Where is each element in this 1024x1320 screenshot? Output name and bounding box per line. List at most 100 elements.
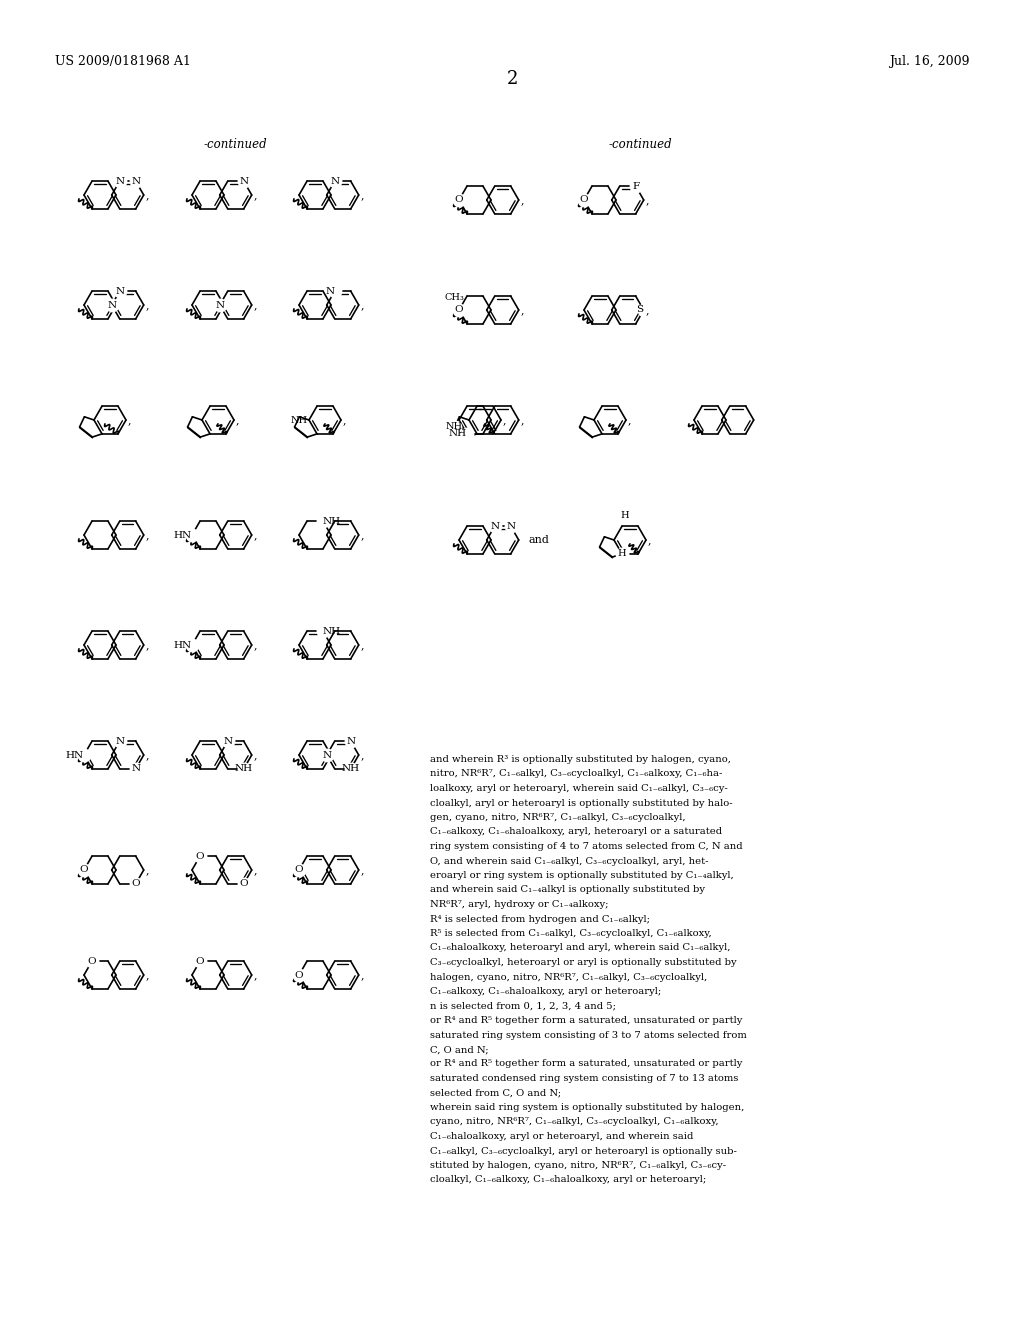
Text: C, O and N;: C, O and N; <box>430 1045 488 1053</box>
Text: ,: , <box>503 414 507 425</box>
Text: S: S <box>637 305 644 314</box>
Text: halogen, cyano, nitro, NR⁶R⁷, C₁₋₆alkyl, C₃₋₆cycloalkyl,: halogen, cyano, nitro, NR⁶R⁷, C₁₋₆alkyl,… <box>430 973 708 982</box>
Text: nitro, NR⁶R⁷, C₁₋₆alkyl, C₃₋₆cycloalkyl, C₁₋₆alkoxy, C₁₋₆ha-: nitro, NR⁶R⁷, C₁₋₆alkyl, C₃₋₆cycloalkyl,… <box>430 770 722 779</box>
Text: or R⁴ and R⁵ together form a saturated, unsaturated or partly: or R⁴ and R⁵ together form a saturated, … <box>430 1060 742 1068</box>
Text: ,: , <box>145 190 150 201</box>
Text: ,: , <box>360 640 365 649</box>
Text: N: N <box>115 177 124 186</box>
Text: NH: NH <box>446 422 463 432</box>
Text: ,: , <box>343 414 346 425</box>
Text: eroaryl or ring system is optionally substituted by C₁₋₄alkyl,: eroaryl or ring system is optionally sub… <box>430 871 734 880</box>
Text: O: O <box>196 957 205 966</box>
Text: N: N <box>490 521 500 531</box>
Text: H: H <box>617 549 627 558</box>
Text: ,: , <box>254 970 257 979</box>
Text: ,: , <box>628 414 632 425</box>
Text: ,: , <box>254 640 257 649</box>
Text: ,: , <box>145 531 150 540</box>
Text: NH: NH <box>323 627 341 636</box>
Text: HN: HN <box>174 531 193 540</box>
Text: O: O <box>455 305 463 314</box>
Text: N: N <box>131 764 140 774</box>
Text: HN: HN <box>174 640 193 649</box>
Text: HN: HN <box>66 751 84 759</box>
Text: ,: , <box>360 190 365 201</box>
Text: ,: , <box>254 300 257 310</box>
Text: C₁₋₆alkoxy, C₁₋₆haloalkoxy, aryl or heteroaryl;: C₁₋₆alkoxy, C₁₋₆haloalkoxy, aryl or hete… <box>430 987 662 997</box>
Text: N: N <box>223 737 232 746</box>
Text: ,: , <box>236 414 240 425</box>
Text: CH₃: CH₃ <box>444 293 464 302</box>
Text: O: O <box>295 970 303 979</box>
Text: n is selected from 0, 1, 2, 3, 4 and 5;: n is selected from 0, 1, 2, 3, 4 and 5; <box>430 1002 616 1011</box>
Text: and wherein said C₁₋₄alkyl is optionally substituted by: and wherein said C₁₋₄alkyl is optionally… <box>430 886 705 895</box>
Text: O: O <box>580 195 589 205</box>
Text: ,: , <box>254 865 257 875</box>
Text: C₁₋₆alkyl, C₃₋₆cycloalkyl, aryl or heteroaryl is optionally sub-: C₁₋₆alkyl, C₃₋₆cycloalkyl, aryl or heter… <box>430 1147 737 1155</box>
Text: cloalkyl, aryl or heteroaryl is optionally substituted by halo-: cloalkyl, aryl or heteroaryl is optional… <box>430 799 732 808</box>
Text: O: O <box>196 851 205 861</box>
Text: C₃₋₆cycloalkyl, heteroaryl or aryl is optionally substituted by: C₃₋₆cycloalkyl, heteroaryl or aryl is op… <box>430 958 736 968</box>
Text: O: O <box>295 866 303 874</box>
Text: ,: , <box>521 305 524 315</box>
Text: ,: , <box>521 195 524 205</box>
Text: C₁₋₆alkoxy, C₁₋₆haloalkoxy, aryl, heteroaryl or a saturated: C₁₋₆alkoxy, C₁₋₆haloalkoxy, aryl, hetero… <box>430 828 722 837</box>
Text: N: N <box>240 177 248 186</box>
Text: NH: NH <box>291 416 308 425</box>
Text: N: N <box>330 177 339 186</box>
Text: N: N <box>323 751 332 759</box>
Text: wherein said ring system is optionally substituted by halogen,: wherein said ring system is optionally s… <box>430 1104 744 1111</box>
Text: O, and wherein said C₁₋₆alkyl, C₃₋₆cycloalkyl, aryl, het-: O, and wherein said C₁₋₆alkyl, C₃₋₆cyclo… <box>430 857 709 866</box>
Text: N: N <box>131 177 140 186</box>
Text: saturated ring system consisting of 3 to 7 atoms selected from: saturated ring system consisting of 3 to… <box>430 1031 746 1040</box>
Text: cyano, nitro, NR⁶R⁷, C₁₋₆alkyl, C₃₋₆cycloalkyl, C₁₋₆alkoxy,: cyano, nitro, NR⁶R⁷, C₁₋₆alkyl, C₃₋₆cycl… <box>430 1118 719 1126</box>
Text: gen, cyano, nitro, NR⁶R⁷, C₁₋₆alkyl, C₃₋₆cycloalkyl,: gen, cyano, nitro, NR⁶R⁷, C₁₋₆alkyl, C₃₋… <box>430 813 686 822</box>
Text: N: N <box>115 286 124 296</box>
Text: N: N <box>115 737 124 746</box>
Text: ,: , <box>360 300 365 310</box>
Text: NH: NH <box>449 429 467 438</box>
Text: NH: NH <box>342 764 359 774</box>
Text: H: H <box>621 511 630 520</box>
Text: O: O <box>131 879 140 888</box>
Text: N: N <box>506 521 515 531</box>
Text: NR⁶R⁷, aryl, hydroxy or C₁₋₄alkoxy;: NR⁶R⁷, aryl, hydroxy or C₁₋₄alkoxy; <box>430 900 608 909</box>
Text: ,: , <box>145 300 150 310</box>
Text: C₁₋₆haloalkoxy, heteroaryl and aryl, wherein said C₁₋₆alkyl,: C₁₋₆haloalkoxy, heteroaryl and aryl, whe… <box>430 944 730 953</box>
Text: selected from C, O and N;: selected from C, O and N; <box>430 1089 561 1097</box>
Text: ,: , <box>254 531 257 540</box>
Text: ,: , <box>254 750 257 760</box>
Text: ,: , <box>646 195 649 205</box>
Text: ,: , <box>648 535 651 545</box>
Text: F: F <box>632 182 639 190</box>
Text: Jul. 16, 2009: Jul. 16, 2009 <box>890 55 970 69</box>
Text: R⁵ is selected from C₁₋₆alkyl, C₃₋₆cycloalkyl, C₁₋₆alkoxy,: R⁵ is selected from C₁₋₆alkyl, C₃₋₆cyclo… <box>430 929 712 939</box>
Text: R⁴ is selected from hydrogen and C₁₋₆alkyl;: R⁴ is selected from hydrogen and C₁₋₆alk… <box>430 915 650 924</box>
Text: ,: , <box>360 970 365 979</box>
Text: ,: , <box>646 305 649 315</box>
Text: ,: , <box>360 865 365 875</box>
Text: stituted by halogen, cyano, nitro, NR⁶R⁷, C₁₋₆alkyl, C₃₋₆cy-: stituted by halogen, cyano, nitro, NR⁶R⁷… <box>430 1162 726 1170</box>
Text: ,: , <box>145 970 150 979</box>
Text: cloalkyl, C₁₋₆alkoxy, C₁₋₆haloalkoxy, aryl or heteroaryl;: cloalkyl, C₁₋₆alkoxy, C₁₋₆haloalkoxy, ar… <box>430 1176 707 1184</box>
Text: US 2009/0181968 A1: US 2009/0181968 A1 <box>55 55 190 69</box>
Text: N: N <box>108 301 117 309</box>
Text: ,: , <box>145 750 150 760</box>
Text: or R⁴ and R⁵ together form a saturated, unsaturated or partly: or R⁴ and R⁵ together form a saturated, … <box>430 1016 742 1026</box>
Text: NH: NH <box>234 764 253 774</box>
Text: O: O <box>240 879 248 888</box>
Text: saturated condensed ring system consisting of 7 to 13 atoms: saturated condensed ring system consisti… <box>430 1074 738 1082</box>
Text: O: O <box>88 957 96 966</box>
Text: ,: , <box>360 750 365 760</box>
Text: O: O <box>455 195 463 205</box>
Text: C₁₋₆haloalkoxy, aryl or heteroaryl, and wherein said: C₁₋₆haloalkoxy, aryl or heteroaryl, and … <box>430 1133 693 1140</box>
Text: ,: , <box>254 190 257 201</box>
Text: -continued: -continued <box>203 139 267 150</box>
Text: -continued: -continued <box>608 139 672 150</box>
Text: N: N <box>215 301 224 309</box>
Text: ,: , <box>360 531 365 540</box>
Text: 2: 2 <box>506 70 518 88</box>
Text: NH: NH <box>323 516 341 525</box>
Text: ,: , <box>145 640 150 649</box>
Text: ring system consisting of 4 to 7 atoms selected from C, N and: ring system consisting of 4 to 7 atoms s… <box>430 842 742 851</box>
